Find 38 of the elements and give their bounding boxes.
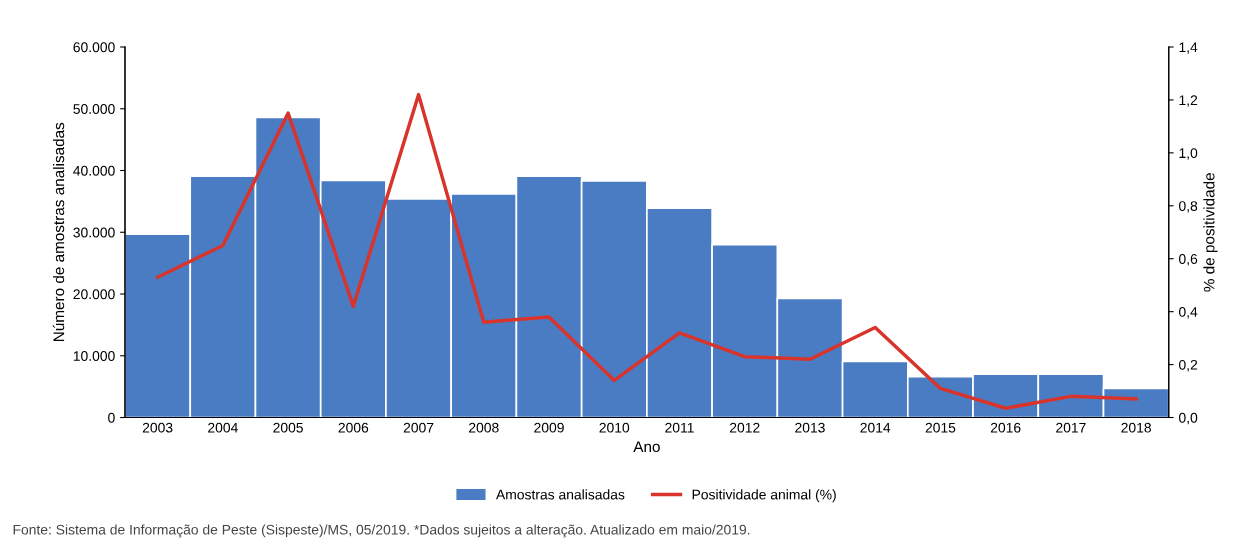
y2-tick-label: 1,0	[1179, 148, 1198, 160]
y2-tick-label: 0,0	[1179, 412, 1198, 425]
y-tick-label: 30.000	[73, 227, 115, 238]
x-tick-label: 2014	[860, 422, 891, 433]
legend-label: Positividade animal (%)	[692, 489, 836, 503]
y-tick-label: 10.000	[73, 351, 115, 361]
x-tick-label: 2016	[990, 422, 1021, 433]
x-tick-label: 2009	[534, 422, 564, 433]
x-tick-label: 2008	[469, 422, 499, 433]
x-tick-label: 2011	[665, 422, 694, 433]
x-tick-label: 2012	[729, 422, 760, 433]
x-tick-label: 2004	[208, 422, 238, 433]
y2-tick-label: 1,2	[1179, 95, 1198, 107]
y-tick-label: 40.000	[73, 165, 115, 176]
legend-label: Amostras analisadas	[496, 489, 625, 500]
y2-tick-label: 1,4	[1179, 42, 1198, 54]
x-tick-label: 2003	[142, 422, 173, 433]
x-tick-label: 2015	[925, 422, 956, 433]
x-tick-label: 2005	[273, 422, 303, 433]
y2-axis-title: % de positividade	[1203, 173, 1218, 292]
x-tick-label: 2017	[1056, 422, 1086, 433]
x-tick-label: 2018	[1121, 422, 1151, 433]
x-tick-label: 2013	[795, 422, 825, 433]
y-tick-label: 50.000	[73, 104, 115, 114]
y-tick-label: 60.000	[73, 42, 115, 53]
x-axis-title: Ano	[633, 441, 660, 453]
y-tick-label: 0	[108, 412, 115, 423]
source-note: Fonte: Sistema de Informação de Peste (Sispeste)/MS, 05/2019. *Dados sujeitos a alteração. Atualizado em maio/2019.	[13, 524, 750, 538]
x-tick-label: 2006	[338, 422, 369, 433]
y2-tick-label: 0,8	[1179, 201, 1198, 213]
x-tick-label: 2010	[599, 422, 630, 433]
y-tick-label: 20.000	[73, 289, 115, 300]
y2-tick-label: 0,4	[1179, 306, 1198, 319]
y2-tick-label: 0,2	[1179, 359, 1198, 372]
y-axis-title: Número de amostras analisadas	[52, 122, 65, 341]
line-series	[155, 92, 1138, 410]
y2-tick-label: 0,6	[1179, 254, 1198, 266]
x-tick-label: 2007	[403, 422, 434, 433]
